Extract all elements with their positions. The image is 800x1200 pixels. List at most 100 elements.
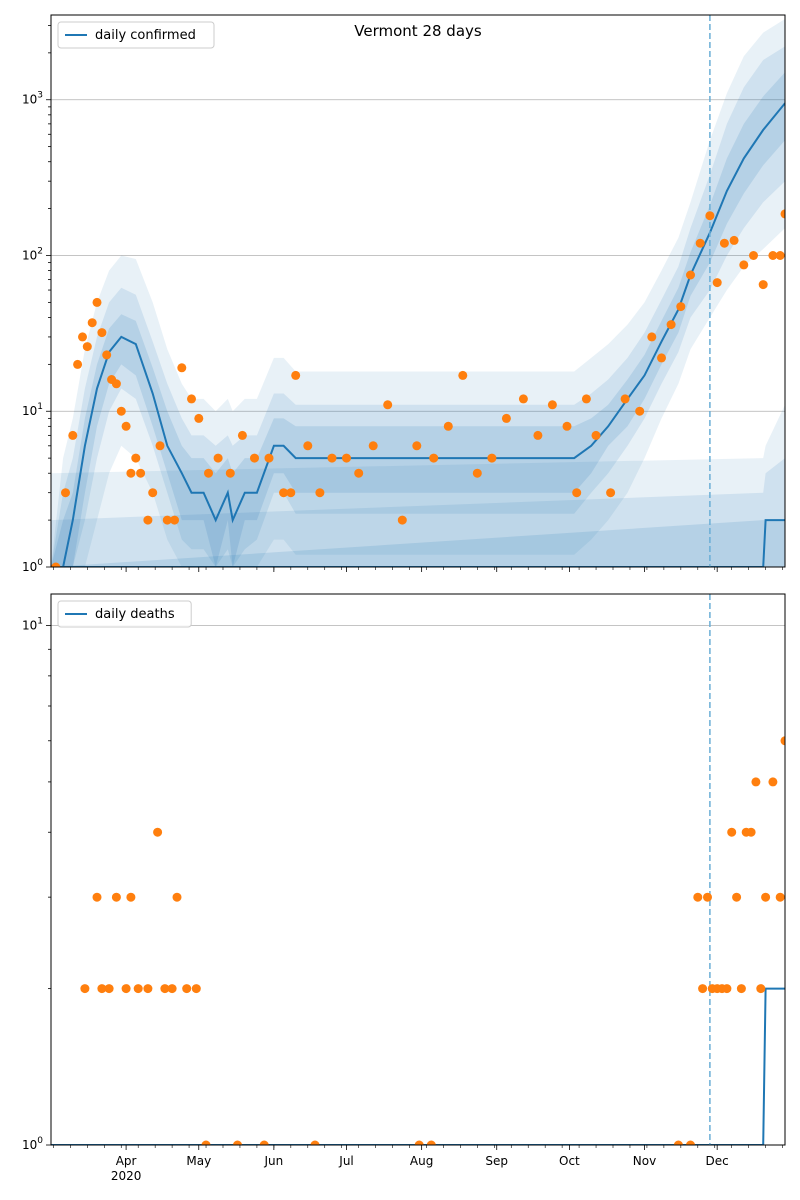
plot-area [51,594,785,1145]
data-point [73,359,83,369]
data-point [657,353,666,363]
data-point [279,488,289,498]
data-point [143,515,153,525]
data-point [533,430,543,440]
data-point [722,984,732,994]
data-point [383,400,393,410]
data-point [751,777,761,787]
data-point [187,394,196,404]
data-point [286,488,296,498]
data-point [780,736,785,746]
data-point [172,892,182,902]
data-point [686,1140,695,1145]
data-point [414,1140,424,1145]
data-point [92,297,102,307]
data-point [82,342,92,352]
data-point [342,453,351,463]
uncertainty-band [51,19,785,567]
data-point [51,562,61,567]
data-point [695,238,705,248]
uncertainty-band [51,46,785,567]
x-tick-label: Oct [559,1154,580,1168]
data-point [758,280,768,290]
series-line [51,102,785,567]
data-point [191,984,201,994]
data-point [562,421,572,431]
data-point [204,468,213,478]
legend-box [57,21,215,49]
confirmed-panel: 100 101 102 103 Vermont 28 days daily confirm… [22,14,786,574]
axes-frame [50,14,786,568]
data-point [746,827,756,837]
y-tick-label: 103 [22,91,43,107]
legend-box [57,600,192,628]
data-point [201,1140,211,1145]
data-point [131,453,141,463]
data-point [727,827,737,837]
data-point [148,488,158,498]
uncertainty-band [51,72,785,567]
x-tick-label: 2020 [111,1169,142,1183]
x-tick-label: Jul [338,1154,353,1168]
x-tick-label: Jun [263,1154,283,1168]
x-tick-label: Sep [485,1154,508,1168]
series-line [51,519,785,567]
data-point [412,441,422,451]
uncertainty-band [51,404,785,567]
data-point [547,400,557,410]
data-point [443,421,453,431]
data-point [666,320,676,330]
axes-frame [50,593,786,1146]
series-line [51,987,785,1145]
data-point [775,251,785,260]
data-point [572,488,582,498]
data-point [136,468,146,478]
data-point [703,892,712,902]
data-point [315,488,325,498]
data-point [225,468,235,478]
data-point [693,892,703,902]
data-point [160,984,170,994]
data-point [259,1140,269,1145]
data-point [153,827,163,837]
data-point [676,302,686,312]
data-point [126,892,136,902]
data-point [182,984,192,994]
data-point [458,370,468,380]
data-point [92,892,102,902]
data-point [472,468,482,478]
data-point [780,209,785,219]
data-point [87,318,97,328]
x-tick-label: Dec [706,1154,729,1168]
y-tick-label: 100 [22,1136,43,1152]
data-point [162,515,172,525]
data-point [68,430,78,440]
x-tick-label: Nov [633,1154,656,1168]
legend: daily confirmed [57,21,215,49]
data-point [429,453,439,463]
y-tick-label: 101 [22,617,43,633]
data-point [739,260,749,270]
data-point [303,441,313,451]
data-point [749,251,758,260]
data-point [111,379,121,389]
data-point [310,1140,320,1145]
legend: daily deaths [57,600,192,628]
data-point [194,413,204,423]
data-point [620,394,630,404]
data-point [606,488,616,498]
data-point [768,251,778,260]
data-point [719,238,729,248]
legend-label: daily confirmed [95,28,196,43]
data-point [761,892,771,902]
data-point [237,430,247,440]
data-point [732,892,742,902]
data-point [736,984,746,994]
data-point [102,350,112,360]
data-point [177,363,187,373]
data-point [291,370,301,380]
data-point [327,453,337,463]
x-tick-label: Apr [116,1154,137,1168]
data-point [686,270,695,280]
